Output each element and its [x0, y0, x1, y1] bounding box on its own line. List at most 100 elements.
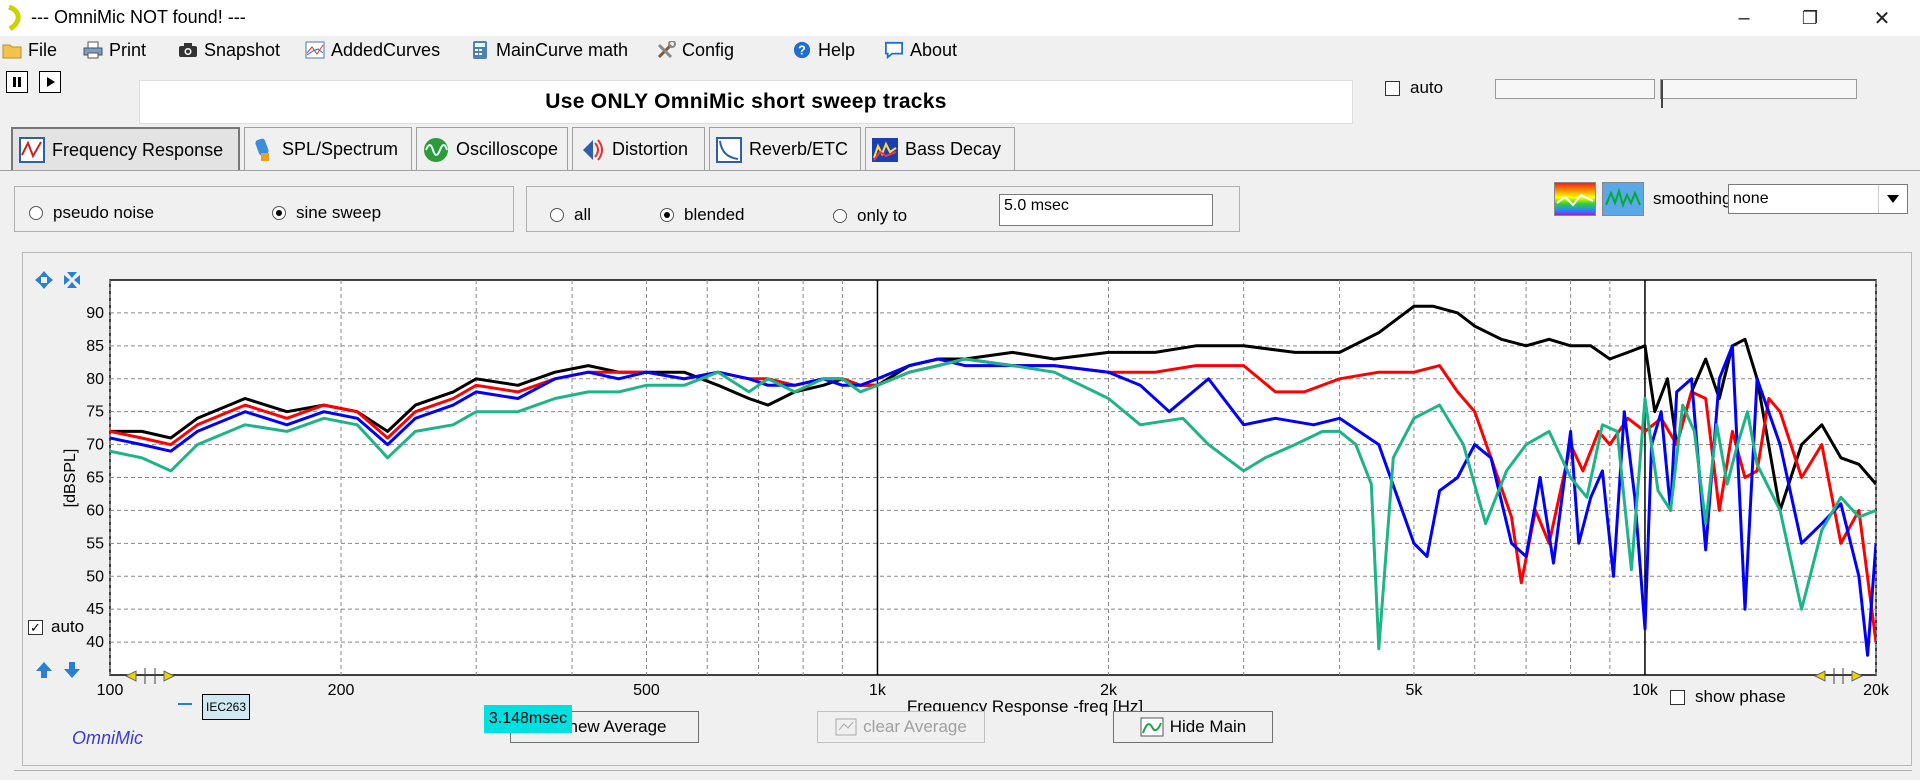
tab-oscilloscope[interactable]: Oscilloscope	[416, 127, 568, 171]
signal-type-group	[14, 186, 514, 232]
radio-pseudo-noise[interactable]: pseudo noise	[29, 203, 154, 223]
menu-print-label: Print	[109, 39, 147, 60]
radio-blended-label: blended	[684, 205, 745, 224]
radio-sine-sweep[interactable]: sine sweep	[272, 203, 381, 223]
y-tick-label-4: 70	[86, 437, 104, 454]
level-slider-left[interactable]	[1495, 79, 1655, 99]
radio-sine-sweep-circle[interactable]	[272, 206, 286, 220]
clear-average-button[interactable]: clear Average	[817, 711, 985, 743]
radio-only-to-label: only to	[857, 206, 908, 225]
radio-blended-circle[interactable]	[660, 208, 674, 222]
omnimic-brand: OmniMic	[72, 728, 143, 748]
radio-only-to[interactable]: only to	[833, 206, 907, 226]
tab-reverb-etc-label: Reverb/ETC	[749, 139, 849, 159]
minimize-button[interactable]: –	[1738, 6, 1750, 29]
low-range-marker	[124, 668, 176, 684]
smoothing-value: none	[1733, 190, 1769, 207]
slider-thumb[interactable]	[1661, 80, 1667, 108]
top-auto-checkbox[interactable]: auto	[1385, 78, 1443, 98]
menu-addedcurves[interactable]: AddedCurves	[305, 38, 440, 62]
tab-reverb-etc[interactable]: Reverb/ETC	[709, 127, 861, 171]
time-readout: 3.148msec	[484, 705, 572, 733]
x-tick-label-0: 100	[97, 682, 124, 699]
gate-time-input[interactable]: 5.0 msec	[999, 194, 1213, 226]
menu-config[interactable]: Config	[656, 38, 734, 62]
close-button[interactable]: ✕	[1873, 7, 1891, 30]
radio-all-circle[interactable]	[550, 208, 564, 222]
plot-auto-checkbox[interactable]: ✓ auto	[28, 617, 84, 637]
tab-bass-decay[interactable]: Bass Decay	[865, 127, 1015, 171]
menu-about-label: About	[910, 39, 958, 60]
y-tick-label-7: 55	[86, 535, 104, 552]
oscilloscope-icon	[424, 137, 448, 162]
waterfall-icon	[1605, 187, 1641, 209]
x-tick-label-7: 20k	[1863, 682, 1890, 699]
legend-line-icon	[178, 703, 192, 705]
x-tick-label-3: 1k	[869, 682, 887, 699]
x-tick-label-1: 200	[328, 682, 355, 699]
x-tick-label-2: 500	[633, 682, 660, 699]
color-map-button[interactable]	[1554, 182, 1596, 216]
top-auto-checkbox-box[interactable]	[1385, 80, 1400, 96]
plot-auto-label: auto	[51, 617, 85, 636]
x-axis-ticks: 100 200 500 1k 2k 5k 10k 20k	[97, 682, 1890, 699]
radio-all[interactable]: all	[550, 205, 591, 225]
menu-snapshot[interactable]: Snapshot	[178, 38, 280, 62]
menu-about[interactable]: About	[884, 38, 957, 62]
spl-meter-icon	[255, 138, 269, 161]
tab-distortion-label: Distortion	[612, 139, 689, 159]
top-auto-label: auto	[1410, 78, 1444, 97]
radio-all-label: all	[574, 205, 592, 224]
menu-maincurve-math[interactable]: MainCurve math	[470, 38, 628, 62]
play-button[interactable]	[39, 71, 61, 93]
tools-icon	[657, 41, 676, 59]
x-tick-label-6: 10k	[1632, 682, 1659, 699]
menu-snapshot-label: Snapshot	[204, 39, 281, 60]
new-average-label: new Average	[568, 717, 667, 736]
status-strip	[14, 770, 1912, 780]
hide-main-button[interactable]: Hide Main	[1113, 711, 1273, 743]
printer-icon	[83, 41, 103, 59]
iec-badge[interactable]: IEC263	[202, 694, 250, 720]
app-logo-icon	[7, 5, 21, 31]
tab-oscilloscope-label: Oscilloscope	[456, 139, 559, 159]
window-title: --- OmniMic NOT found! ---	[31, 7, 246, 27]
pause-button[interactable]	[6, 71, 28, 93]
level-slider-right[interactable]	[1660, 79, 1857, 108]
show-phase-checkbox-box[interactable]	[1670, 689, 1685, 705]
camera-icon	[179, 43, 197, 57]
tab-spl-spectrum[interactable]: SPL/Spectrum	[244, 127, 412, 171]
shift-up-icon[interactable]	[34, 660, 54, 680]
show-phase-checkbox[interactable]: show phase	[1670, 687, 1786, 707]
bass-decay-icon	[872, 137, 898, 162]
tab-frequency-response[interactable]: Frequency Response	[11, 127, 240, 171]
radio-only-to-circle[interactable]	[833, 209, 847, 223]
series-line-3	[110, 357, 1876, 651]
help-icon: ?	[793, 41, 811, 59]
maximize-button[interactable]: ❐	[1801, 7, 1819, 28]
pause-icon	[13, 77, 21, 87]
x-tick-label-4: 2k	[1100, 682, 1118, 699]
tab-distortion[interactable]: Distortion	[572, 127, 705, 171]
expand-vertical-icon[interactable]	[34, 270, 54, 290]
y-tick-label-0: 90	[86, 305, 104, 322]
radio-pseudo-noise-circle[interactable]	[29, 206, 43, 220]
menu-file[interactable]: File	[2, 38, 57, 62]
tab-spl-spectrum-label: SPL/Spectrum	[282, 139, 399, 159]
shift-down-icon[interactable]	[62, 660, 82, 680]
menu-print[interactable]: Print	[83, 38, 146, 62]
series-line-2	[110, 344, 1876, 657]
waterfall-button[interactable]	[1602, 182, 1644, 216]
plot-auto-checkbox-box[interactable]: ✓	[28, 619, 43, 635]
distortion-icon	[583, 138, 603, 161]
radio-blended[interactable]: blended	[660, 205, 745, 225]
spectrogram-icon	[1556, 193, 1594, 207]
y-tick-label-6: 60	[86, 502, 104, 519]
chevron-down-icon[interactable]	[1878, 185, 1907, 213]
series-line-1	[110, 357, 1876, 643]
compress-vertical-icon[interactable]	[62, 270, 82, 290]
calculator-icon	[473, 41, 487, 59]
menu-help[interactable]: ? Help	[792, 38, 855, 62]
smoothing-select[interactable]: none	[1728, 184, 1908, 214]
